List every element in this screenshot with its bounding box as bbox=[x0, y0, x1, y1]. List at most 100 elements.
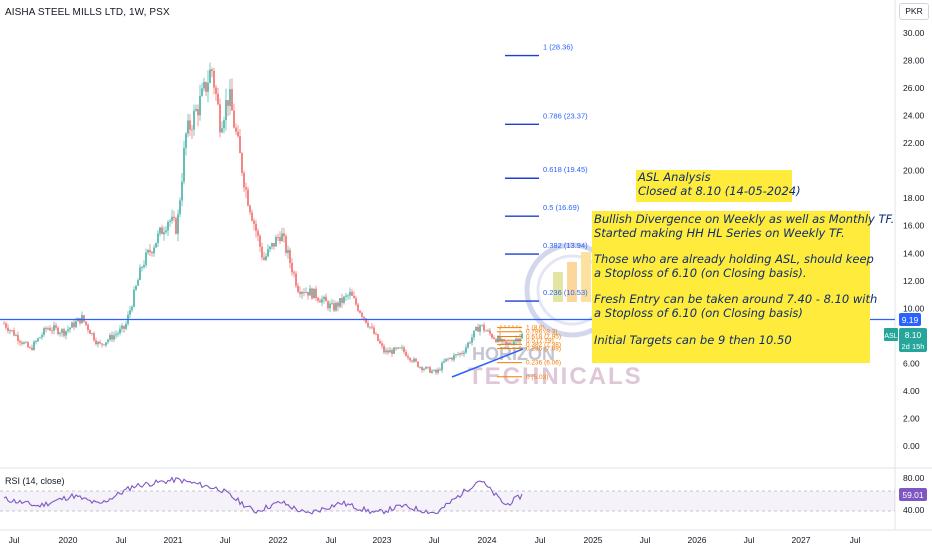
price-tick-label: 30.00 bbox=[903, 28, 925, 38]
candle-body bbox=[439, 369, 441, 371]
fib-small-label: 0 (5.03) bbox=[526, 374, 548, 381]
candle-body bbox=[447, 358, 449, 360]
candle-body bbox=[361, 312, 363, 317]
candle-body bbox=[165, 230, 167, 233]
candle-body bbox=[265, 256, 267, 260]
candle-body bbox=[239, 136, 241, 154]
candle-body bbox=[289, 250, 291, 264]
candle-body bbox=[145, 252, 147, 265]
candle-body bbox=[317, 297, 319, 301]
candle-body bbox=[43, 328, 45, 335]
candle-body bbox=[173, 216, 175, 219]
analysis-body-note[interactable]: Bullish Divergence on Weekly as well as … bbox=[592, 211, 895, 363]
candle-body bbox=[105, 342, 107, 346]
time-tick-label: 2022 bbox=[269, 535, 288, 545]
candle-body bbox=[169, 220, 171, 222]
time-tick-label: Jul bbox=[429, 535, 440, 545]
candle-body bbox=[445, 358, 447, 362]
candle-body bbox=[473, 330, 475, 338]
candle-body bbox=[41, 334, 43, 338]
candle-body bbox=[331, 303, 333, 305]
candle-body bbox=[443, 361, 445, 363]
candle-body bbox=[409, 357, 411, 361]
fib-level-label: 0.382 (13.94) bbox=[543, 241, 588, 250]
candle-body bbox=[141, 267, 143, 268]
time-tick-label: Jul bbox=[744, 535, 755, 545]
candle-body bbox=[61, 329, 63, 333]
candle-body bbox=[369, 326, 371, 328]
note-line: Bullish Divergence on Weekly as well as … bbox=[594, 212, 895, 226]
candle-body bbox=[417, 361, 419, 368]
candle-body bbox=[281, 233, 283, 242]
candle-body bbox=[245, 187, 247, 190]
candle-body bbox=[387, 350, 389, 353]
candle-body bbox=[189, 120, 191, 130]
candle-body bbox=[143, 264, 145, 268]
candle-body bbox=[415, 358, 417, 362]
candle-body bbox=[87, 324, 89, 330]
candle-body bbox=[125, 323, 127, 329]
trend-line[interactable] bbox=[451, 348, 524, 378]
candle-body bbox=[211, 69, 213, 71]
candle-body bbox=[89, 329, 91, 334]
fib-level-label: 0.618 (19.45) bbox=[543, 165, 588, 174]
candle-body bbox=[353, 295, 355, 299]
candle-body bbox=[327, 301, 329, 309]
candle-body bbox=[419, 367, 421, 368]
symbol-title[interactable]: AISHA STEEL MILLS LTD, 1W, PSX bbox=[5, 7, 170, 18]
candle-body bbox=[471, 337, 473, 343]
candle-body bbox=[67, 329, 69, 332]
candle-body bbox=[55, 325, 57, 328]
candle-body bbox=[137, 280, 139, 286]
candle-body bbox=[197, 108, 199, 116]
note-line: Initial Targets can be 9 then 10.50 bbox=[594, 332, 792, 347]
fib-small-label: 0.786 (8.3) bbox=[526, 329, 557, 336]
candle-body bbox=[167, 221, 169, 231]
candle-body bbox=[199, 95, 201, 116]
analysis-title-note[interactable]: ASL Analysis Closed at 8.10 (14-05-2024) bbox=[636, 170, 801, 202]
candle-body bbox=[131, 306, 133, 311]
candle-body bbox=[213, 70, 215, 88]
candle-body bbox=[495, 338, 497, 343]
candle-body bbox=[475, 326, 477, 331]
candle-body bbox=[209, 69, 211, 83]
price-tick-label: 14.00 bbox=[903, 248, 925, 258]
watermark-line1: HORIZON bbox=[472, 344, 555, 364]
candle-body bbox=[385, 350, 387, 353]
candle-body bbox=[255, 223, 257, 231]
candle-body bbox=[413, 358, 415, 362]
candle-body bbox=[9, 330, 11, 332]
candle-body bbox=[181, 181, 183, 201]
candle-body bbox=[491, 333, 493, 338]
candle-body bbox=[175, 218, 177, 234]
candle-body bbox=[23, 342, 25, 344]
candle-body bbox=[291, 263, 293, 273]
candle-body bbox=[507, 342, 509, 345]
candle-body bbox=[237, 131, 239, 137]
candle-body bbox=[135, 285, 137, 290]
candle-body bbox=[287, 250, 289, 253]
candle-body bbox=[365, 318, 367, 323]
candle-body bbox=[513, 341, 515, 345]
candle-body bbox=[179, 200, 181, 215]
fib-small-label: 0.618 (7.95) bbox=[526, 334, 561, 341]
rsi-indicator-label[interactable]: RSI (14, close) bbox=[5, 476, 65, 486]
svg-text:9.19: 9.19 bbox=[902, 315, 919, 325]
price-tick-label: 4.00 bbox=[903, 386, 920, 396]
candle-body bbox=[221, 128, 223, 133]
candle-body bbox=[383, 345, 385, 353]
time-tick-label: Jul bbox=[326, 535, 337, 545]
candle-body bbox=[341, 298, 343, 303]
candle-body bbox=[7, 327, 9, 332]
price-tick-label: 20.00 bbox=[903, 166, 925, 176]
candle-body bbox=[313, 288, 315, 299]
candle-body bbox=[243, 172, 245, 188]
candle-body bbox=[379, 340, 381, 344]
candle-body bbox=[155, 242, 157, 248]
time-tick-label: 2023 bbox=[373, 535, 392, 545]
candle-body bbox=[391, 350, 393, 354]
candle-body bbox=[17, 335, 19, 342]
currency-button[interactable]: PKR bbox=[899, 3, 929, 20]
candle-body bbox=[377, 334, 379, 341]
candle-body bbox=[433, 369, 435, 371]
